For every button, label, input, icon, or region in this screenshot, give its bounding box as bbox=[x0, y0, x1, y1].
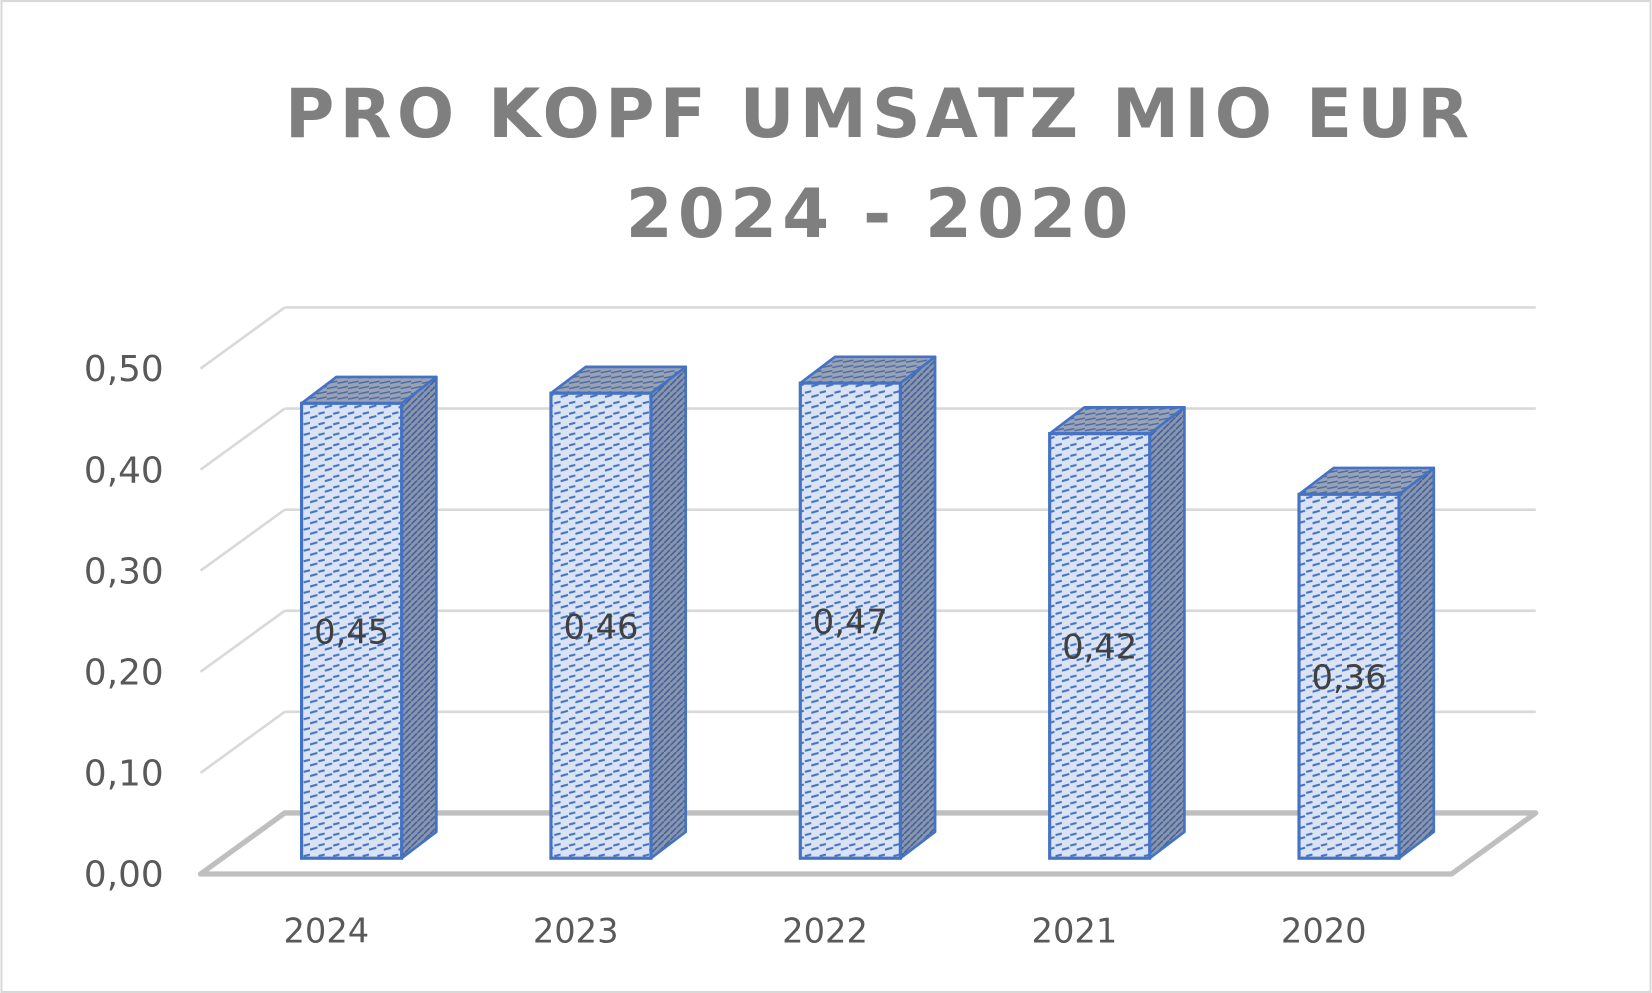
x-tick-label: 2021 bbox=[1032, 911, 1118, 950]
bar bbox=[798, 355, 937, 860]
x-tick-label: 2024 bbox=[283, 911, 369, 950]
bar-side bbox=[400, 375, 438, 860]
bar-side bbox=[899, 355, 937, 860]
data-label: 0,47 bbox=[813, 602, 888, 641]
y-tick-label: 0,40 bbox=[84, 450, 164, 491]
y-tick-label: 0,00 bbox=[84, 855, 164, 896]
x-tick-label: 2022 bbox=[782, 911, 868, 950]
data-label: 0,45 bbox=[314, 612, 389, 651]
y-tick-label: 0,20 bbox=[84, 652, 164, 693]
gridline-side bbox=[199, 407, 286, 471]
y-tick-label: 0,10 bbox=[84, 754, 164, 795]
y-tick-label: 0,30 bbox=[84, 551, 164, 592]
gridline-side bbox=[199, 306, 286, 370]
x-tick-label: 2020 bbox=[1281, 911, 1367, 950]
bar-front bbox=[1048, 432, 1152, 860]
bar-side bbox=[1397, 466, 1436, 860]
bar-front bbox=[798, 381, 902, 860]
chart-title-line-2: 2024 - 2020 bbox=[626, 174, 1134, 253]
bar-side bbox=[649, 365, 688, 860]
gridline-side bbox=[199, 710, 286, 774]
data-label: 0,46 bbox=[563, 607, 638, 646]
bar bbox=[549, 365, 688, 860]
bar bbox=[1297, 466, 1436, 860]
bar-front bbox=[549, 391, 653, 860]
y-tick-label: 0,50 bbox=[84, 349, 164, 390]
chart-title-line-1: PRO KOPF UMSATZ MIO EUR bbox=[285, 74, 1474, 153]
bar bbox=[1048, 405, 1186, 860]
gridline-side bbox=[199, 508, 286, 572]
bar-side bbox=[1148, 405, 1186, 860]
data-label: 0,42 bbox=[1062, 628, 1137, 667]
chart-floor bbox=[197, 810, 1539, 877]
bar-front bbox=[300, 401, 404, 860]
data-label: 0,36 bbox=[1312, 658, 1387, 697]
gridline-side bbox=[199, 609, 286, 673]
bar bbox=[300, 375, 438, 860]
x-tick-label: 2023 bbox=[533, 911, 619, 950]
bar-front bbox=[1297, 492, 1401, 860]
